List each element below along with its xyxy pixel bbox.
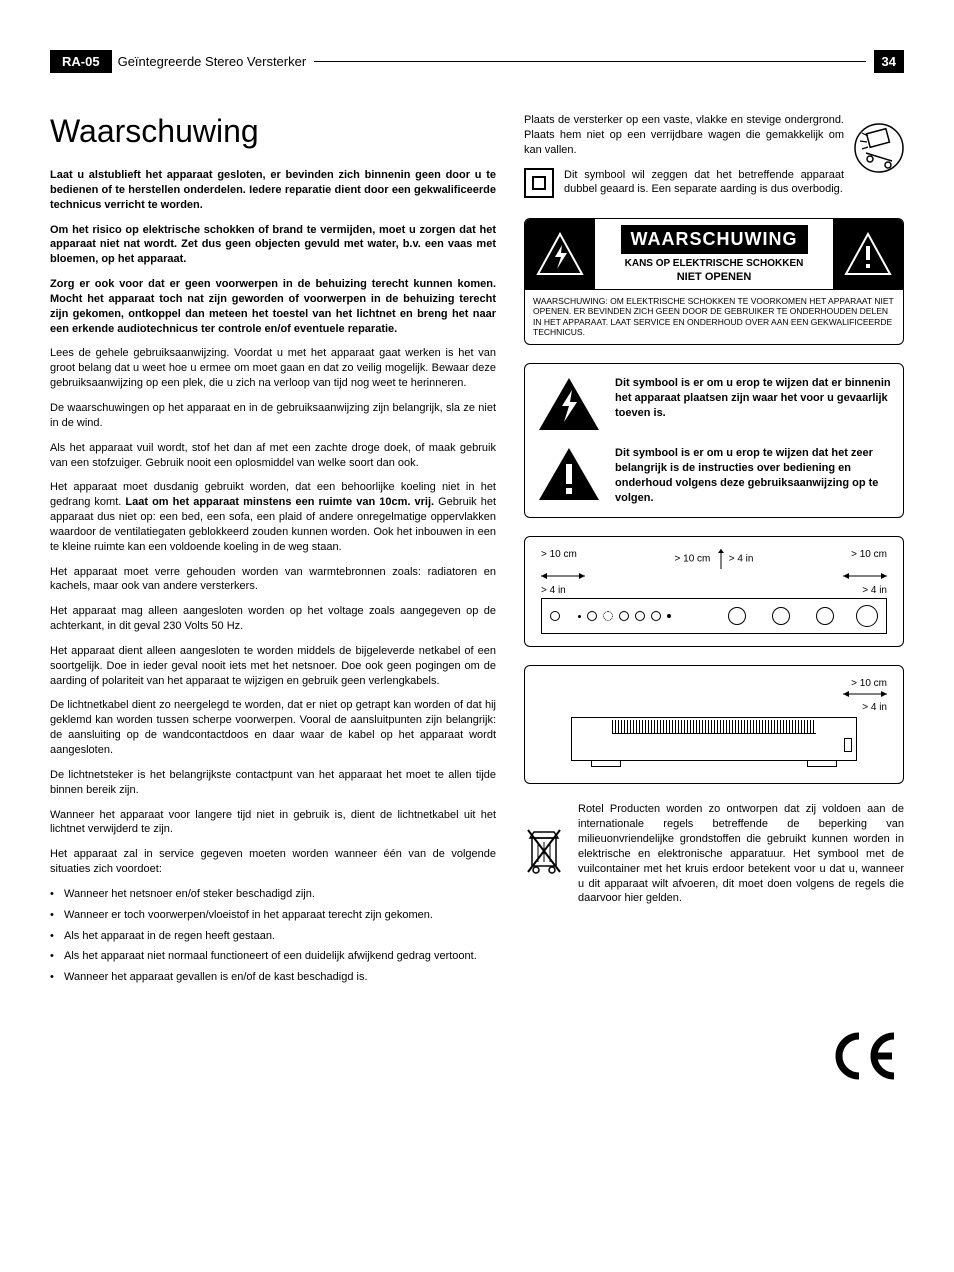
lightning-triangle-icon: [525, 219, 595, 289]
body-para-3: Als het apparaat vuil wordt, stof het da…: [50, 441, 496, 471]
exclamation-triangle-icon: [537, 446, 601, 502]
list-item: Als het apparaat in de regen heeft gesta…: [50, 929, 496, 944]
body-para-7: Het apparaat dient alleen aangesloten te…: [50, 644, 496, 689]
header-rule: [314, 61, 865, 62]
body-para-10: Wanneer het apparaat voor langere tijd n…: [50, 808, 496, 838]
right-column: Plaats de versterker op een vaste, vlakk…: [524, 113, 904, 991]
label: > 10 cm: [675, 554, 711, 565]
warning-sub: KANS OP ELEKTRISCHE SCHOKKEN: [599, 258, 829, 269]
body-para-8: De lichtnetkabel dient zo neergelegd te …: [50, 698, 496, 757]
body-para-2: De waarschuwingen op het apparaat en in …: [50, 401, 496, 431]
label: > 10 cm: [541, 549, 577, 569]
label: > 10 cm: [541, 678, 887, 689]
page-number: 34: [874, 50, 904, 73]
warning-bottom-text: WAARSCHUWING: OM ELEKTRISCHE SCHOKKEN TE…: [525, 290, 903, 345]
warning-box: WAARSCHUWING KANS OP ELEKTRISCHE SCHOKKE…: [524, 218, 904, 346]
service-list: Wanneer het netsnoer en/of steker bescha…: [50, 887, 496, 985]
label: > 4 in: [862, 585, 887, 596]
label: > 4 in: [729, 554, 754, 565]
recycle-text: Rotel Producten worden zo ontworpen dat …: [578, 802, 904, 906]
header-subtitle: Geïntegreerde Stereo Versterker: [118, 54, 307, 69]
list-item: Als het apparaat niet normaal functionee…: [50, 949, 496, 964]
clearance-diagram-top: > 10 cm > 10 cm > 4 in > 10 cm > 4 in > …: [524, 536, 904, 647]
clearance-diagram-rear: > 10 cm > 4 in: [524, 665, 904, 784]
page-title: Waarschuwing: [50, 113, 496, 150]
body-para-11: Het apparaat zal in service gegeven moet…: [50, 847, 496, 877]
body-para-1: Lees de gehele gebruiksaanwijzing. Voord…: [50, 346, 496, 391]
label: > 4 in: [541, 702, 887, 713]
p4-b: Laat om het apparaat minstens een ruimte…: [125, 496, 434, 508]
warning-para-1: Laat u alstublieft het apparaat gesloten…: [50, 168, 496, 213]
lightning-triangle-icon: [537, 376, 601, 432]
label: > 4 in: [541, 585, 566, 596]
model-badge: RA-05: [50, 50, 112, 73]
double-insulation-icon: [524, 168, 554, 198]
device-rear-icon: [571, 717, 857, 761]
symbol-explain-box: Dit symbool is er om u erop te wijzen da…: [524, 363, 904, 518]
label: > 10 cm: [851, 549, 887, 569]
symbol1-text: Dit symbool is er om u erop te wijzen da…: [615, 376, 891, 421]
double-insulation-text: Dit symbool wil zeggen dat het betreffen…: [564, 168, 844, 198]
symbol2-text: Dit symbool is er om u erop te wijzen da…: [615, 446, 891, 505]
warning-sub2: NIET OPENEN: [599, 271, 829, 283]
warning-title: WAARSCHUWING: [621, 225, 808, 254]
device-front-icon: [541, 598, 887, 634]
page-header: RA-05 Geïntegreerde Stereo Versterker 34: [50, 50, 904, 73]
body-para-5: Het apparaat moet verre gehouden worden …: [50, 565, 496, 595]
list-item: Wanneer er toch voorwerpen/vloeistof in …: [50, 908, 496, 923]
list-item: Wanneer het netsnoer en/of steker bescha…: [50, 887, 496, 902]
body-para-9: De lichtnetsteker is het belangrijkste c…: [50, 768, 496, 798]
body-para-6: Het apparaat mag alleen aangesloten word…: [50, 604, 496, 634]
warning-para-3: Zorg er ook voor dat er geen voorwerpen …: [50, 277, 496, 336]
exclamation-triangle-icon: [833, 219, 903, 289]
ce-mark-icon: [50, 1031, 904, 1093]
left-column: Waarschuwing Laat u alstublieft het appa…: [50, 113, 496, 991]
weee-bin-icon: [524, 826, 564, 876]
tipping-cart-icon: [854, 113, 904, 183]
placement-text: Plaats de versterker op een vaste, vlakk…: [524, 113, 844, 158]
warning-para-2: Om het risico op elektrische schokken of…: [50, 223, 496, 268]
list-item: Wanneer het apparaat gevallen is en/of d…: [50, 970, 496, 985]
body-para-4: Het apparaat moet dusdanig gebruikt word…: [50, 480, 496, 554]
